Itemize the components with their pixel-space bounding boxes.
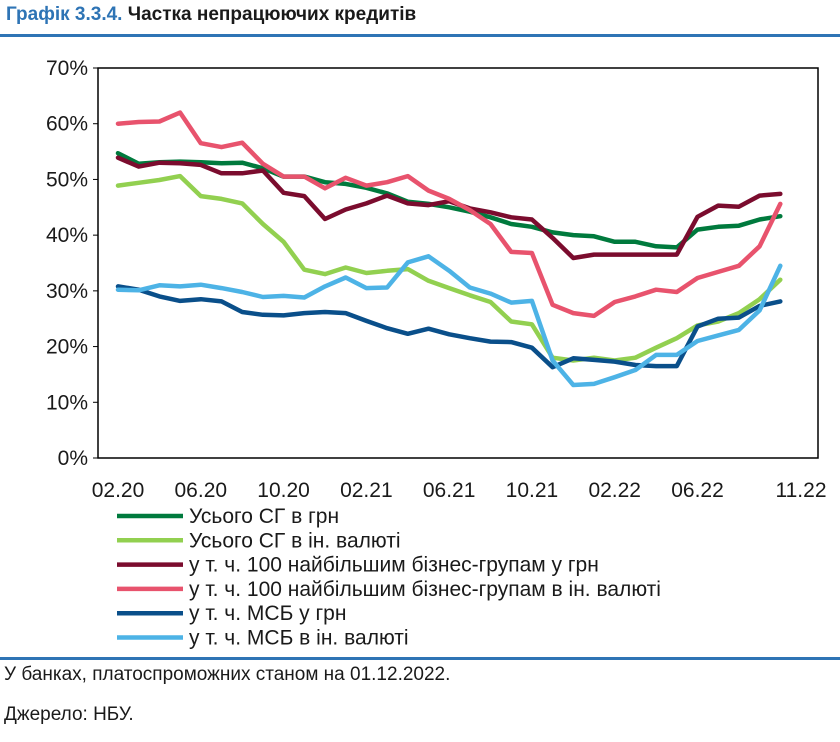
series-line-5 bbox=[115, 284, 783, 370]
x-tick-label: 11.22 bbox=[776, 479, 827, 502]
chart-number: Графік 3.3.4. bbox=[6, 4, 123, 25]
x-tick-label: 06.22 bbox=[671, 479, 724, 502]
x-tick-label: 02.22 bbox=[588, 479, 641, 502]
x-tick-label: 10.20 bbox=[257, 479, 310, 502]
y-tick-label: 60% bbox=[46, 113, 88, 136]
legend-label-5: у т. ч. МСБ у грн bbox=[189, 602, 346, 625]
legend-label-3: у т. ч. 100 найбільшим бізнес-групам у г… bbox=[189, 554, 599, 577]
plot-frame bbox=[97, 67, 819, 459]
x-tick-label: 02.20 bbox=[92, 479, 145, 502]
legend-label-6: у т. ч. МСБ в ін. валюті bbox=[189, 627, 409, 650]
x-axis: 02.20 06.20 10.20 02.21 06.21 10.21 02.22 06.22… bbox=[92, 479, 827, 502]
series-lines bbox=[115, 110, 783, 388]
top-rule bbox=[0, 34, 840, 37]
legend-label-1: Усього СГ в грн bbox=[189, 505, 339, 528]
y-tick-label: 20% bbox=[46, 336, 88, 359]
y-tick-label: 30% bbox=[46, 280, 88, 303]
series-line-4 bbox=[115, 110, 783, 319]
series-line-1 bbox=[115, 150, 783, 250]
x-tick-label: 06.21 bbox=[423, 479, 476, 502]
chart-title-text: Частка непрацюючих кредитів bbox=[127, 4, 417, 25]
x-tick-label: 10.21 bbox=[506, 479, 559, 502]
chart-area: 0%10%20%30%40%50%60%70% 02.20 06.20 10.20 0… bbox=[46, 57, 827, 650]
y-tick-label: 50% bbox=[46, 168, 88, 191]
series-line-2 bbox=[115, 173, 783, 363]
legend-label-2: Усього СГ в ін. валюті bbox=[189, 529, 401, 552]
chart-title: Графік 3.3.4. Частка непрацюючих кредиті… bbox=[6, 4, 416, 26]
y-tick-label: 0% bbox=[58, 447, 88, 470]
bottom-rule bbox=[0, 657, 840, 660]
y-axis: 0% 10% 20% 30% 40% 50% 60% 70% bbox=[46, 57, 98, 470]
series-line-6 bbox=[115, 254, 783, 388]
y-tick-label: 70% bbox=[46, 57, 88, 80]
scope-note: У банках, платоспроможних станом на 01.1… bbox=[4, 664, 451, 685]
legend-label-4: у т. ч. 100 найбільшим бізнес-групам в і… bbox=[189, 578, 661, 601]
x-tick-label: 06.20 bbox=[175, 479, 228, 502]
y-tick-label: 40% bbox=[46, 224, 88, 247]
y-tick-label: 10% bbox=[46, 391, 88, 414]
source-note: Джерело: НБУ. bbox=[4, 704, 134, 725]
x-tick-label: 02.21 bbox=[340, 479, 393, 502]
